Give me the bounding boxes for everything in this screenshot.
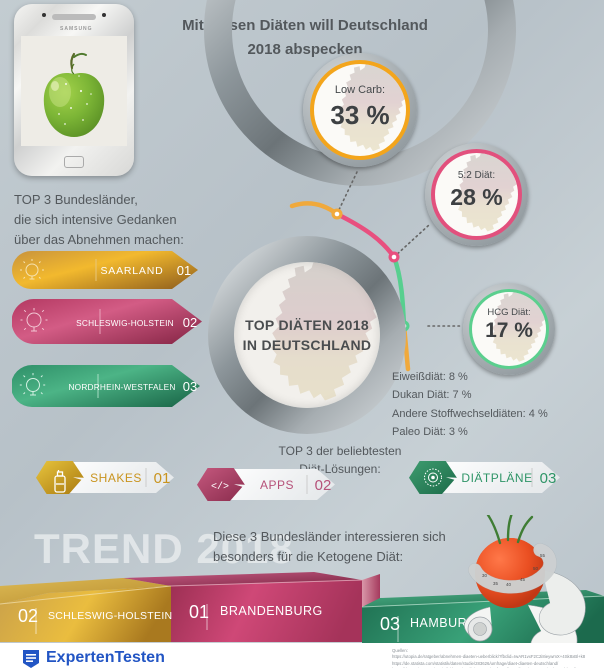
svg-text:55: 55 (540, 553, 545, 558)
svg-text:40: 40 (506, 582, 511, 587)
svg-text:30: 30 (482, 573, 487, 578)
svg-text:SCHLESWIG-HOLSTEIN: SCHLESWIG-HOLSTEIN (48, 610, 172, 622)
svg-text:45: 45 (520, 577, 525, 582)
svg-text:01: 01 (189, 602, 209, 622)
svg-text:50: 50 (533, 566, 538, 571)
svg-text:BRANDENBURG: BRANDENBURG (220, 604, 323, 618)
svg-text:03: 03 (380, 614, 400, 634)
svg-text:35: 35 (493, 581, 498, 586)
svg-text:02: 02 (18, 606, 38, 626)
